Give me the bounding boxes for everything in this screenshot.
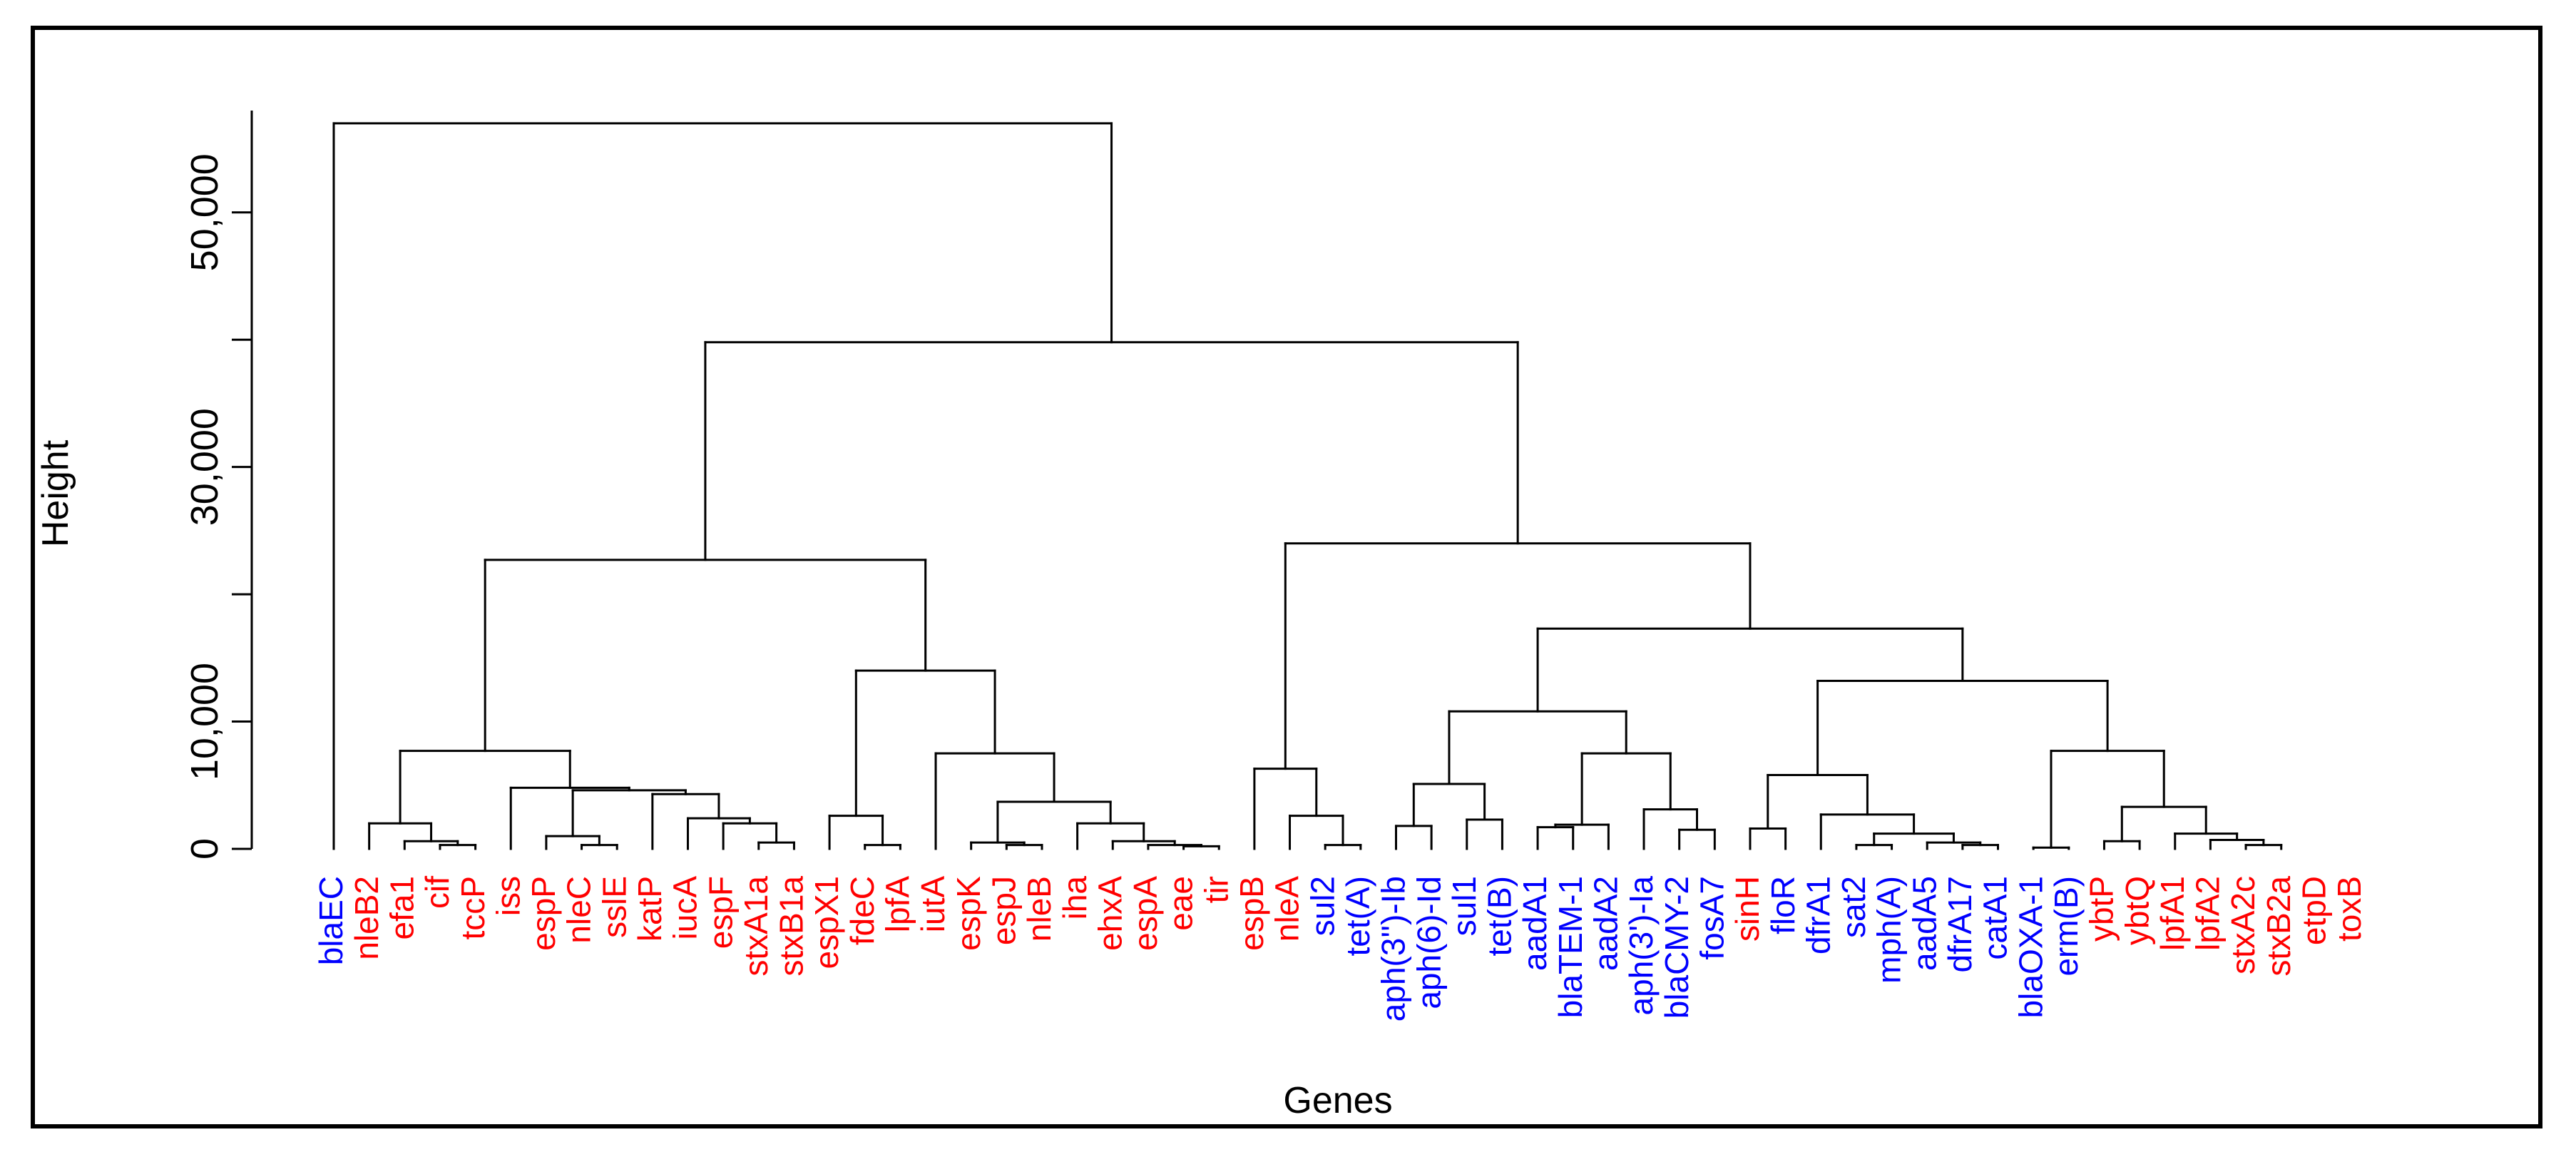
leaf-label: aadA1 [1516, 876, 1553, 971]
leaf-label: tccP [454, 876, 491, 939]
leaf-label: blaTEM-1 [1552, 876, 1589, 1018]
leaf-label: blaCMY-2 [1658, 876, 1695, 1019]
leaf-label: sat2 [1835, 876, 1872, 938]
leaf-label: erm(B) [2048, 876, 2085, 977]
leaf-label: aadA2 [1588, 876, 1625, 971]
leaf-label: stxA2c [2224, 876, 2261, 974]
leaf-label: espP [525, 876, 562, 951]
leaf-label: nleB2 [348, 876, 385, 960]
y-axis-label: Height [35, 439, 76, 547]
leaf-label: aph(3')-Ia [1622, 876, 1660, 1016]
leaf-label: stxA1a [737, 876, 775, 977]
y-tick-label: 0 [183, 838, 226, 860]
leaf-label: iutA [914, 876, 951, 933]
leaf-label: iha [1056, 876, 1093, 920]
leaf-label: sslE [596, 876, 633, 938]
leaf-label: stxB2a [2260, 876, 2297, 977]
leaf-label: blaEC [312, 876, 349, 965]
leaf-label: toxB [2331, 876, 2368, 942]
leaf-label: sul1 [1446, 876, 1483, 936]
leaf-label: sinH [1729, 876, 1766, 942]
leaf-label: blaOXA-1 [2012, 876, 2049, 1018]
leaf-label: iucA [667, 876, 704, 940]
leaf-label: aph(3'')-Ib [1375, 876, 1412, 1021]
leaf-label: sul2 [1304, 876, 1341, 936]
leaf-label: tir [1197, 876, 1235, 903]
y-tick-label: 50,000 [183, 153, 226, 271]
leaf-label: efa1 [383, 876, 420, 940]
leaf-label: etpD [2296, 876, 2333, 945]
leaf-label: tet(B) [1481, 876, 1518, 956]
leaf-label: lpfA1 [2154, 876, 2191, 951]
leaf-label: tet(A) [1339, 876, 1376, 956]
leaf-label: nleC [561, 876, 598, 944]
y-tick-label: 30,000 [183, 408, 226, 526]
leaf-label: ybtQ [2118, 876, 2155, 945]
leaf-label: lpfA2 [2189, 876, 2227, 951]
leaf-label: iss [489, 876, 526, 916]
dendrogram-links [332, 122, 2283, 850]
leaf-label: lpfA [879, 876, 916, 933]
leaf-label: mph(A) [1871, 876, 1908, 984]
leaf-label: nleB [1021, 876, 1058, 942]
leaf-label: nleA [1269, 876, 1306, 942]
leaf-label: dfrA1 [1799, 876, 1836, 954]
leaf-label: aph(6)-Id [1410, 876, 1447, 1009]
chart-frame [31, 26, 2542, 1128]
leaf-label: espK [950, 876, 987, 951]
leaf-label: floR [1764, 876, 1801, 934]
leaf-label: fosA7 [1693, 876, 1730, 960]
leaf-label: catA1 [1977, 876, 2014, 960]
leaf-label: fdeC [844, 876, 881, 945]
leaf-label: espB [1233, 876, 1270, 951]
leaf-label: dfrA17 [1941, 876, 1978, 973]
leaf-label: stxB1a [773, 876, 810, 977]
leaf-label: katP [631, 876, 668, 942]
y-axis: 0 10,000 30,000 50,000 [183, 111, 253, 860]
leaf-label: aadA5 [1906, 876, 1943, 971]
leaf-label: ybtP [2083, 876, 2120, 942]
leaf-label: espA [1127, 876, 1164, 951]
leaf-label: espJ [985, 876, 1022, 945]
leaf-label: espF [702, 876, 739, 949]
y-tick-label: 10,000 [183, 663, 226, 780]
leaf-labels: blaECnleB2efa1ciftccPissespPnleCsslEkatP… [312, 876, 2368, 1022]
leaf-label: ehxA [1091, 876, 1128, 951]
leaf-label: cif [419, 876, 456, 909]
x-axis-label: Genes [1283, 1080, 1392, 1121]
leaf-label: espX1 [808, 876, 845, 969]
leaf-label: eae [1162, 876, 1200, 931]
